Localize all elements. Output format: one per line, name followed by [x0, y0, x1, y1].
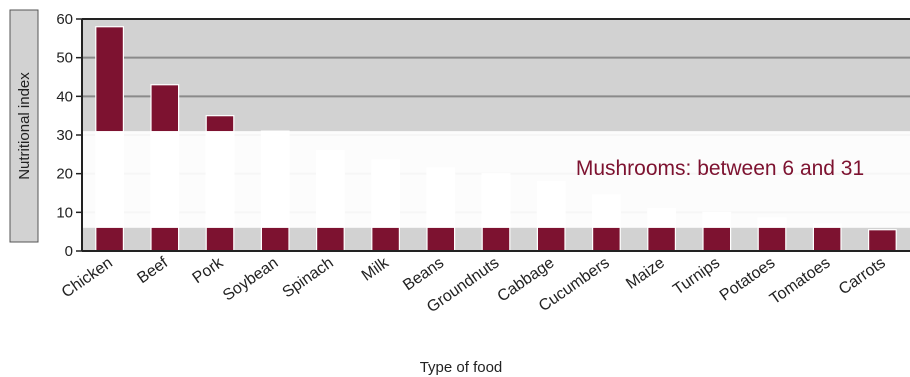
bar-in-band — [206, 131, 234, 228]
bar-in-band — [537, 181, 565, 228]
bar — [867, 229, 897, 252]
x-tick-label: Spinach — [280, 254, 337, 301]
x-tick-label: Beef — [134, 254, 171, 287]
bar-in-band — [261, 131, 289, 228]
y-tick-label: 10 — [56, 204, 73, 221]
y-tick-label: 30 — [56, 127, 73, 144]
x-axis-label: Type of food — [420, 359, 503, 376]
bar-in-band — [427, 167, 455, 228]
bar-in-band — [95, 131, 124, 228]
y-tick-label: 60 — [56, 11, 73, 28]
y-tick-label: 50 — [56, 50, 73, 67]
x-tick-label: Tomatoes — [767, 254, 834, 308]
bar-in-band — [647, 208, 676, 228]
x-tick-label: Chicken — [59, 254, 116, 301]
bar-in-band — [371, 160, 400, 228]
x-tick-label: Beans — [400, 254, 447, 294]
bar-in-band — [316, 150, 345, 228]
plot-area — [81, 18, 910, 252]
x-tick-label: Turnips — [670, 254, 723, 298]
y-tick-label: 20 — [56, 166, 73, 183]
y-axis-label-box — [9, 9, 39, 243]
x-tick-label: Maize — [623, 254, 668, 292]
bar-in-band — [758, 218, 786, 228]
bar-in-band — [592, 194, 621, 228]
bars-below-band — [95, 131, 841, 228]
x-tick-label: Milk — [359, 254, 393, 285]
mushroom-band-label: Mushrooms: between 6 and 31 — [576, 157, 864, 180]
bar-in-band — [813, 223, 841, 228]
x-tick-label: Carrots — [836, 254, 889, 298]
bar-in-band — [482, 173, 510, 228]
x-tick-label: Soybean — [220, 254, 281, 304]
x-tick-label: Pork — [190, 254, 228, 287]
bar — [812, 223, 842, 252]
y-tick-label: 40 — [56, 88, 73, 105]
y-axis-label: Nutritional index — [16, 72, 33, 180]
bar-in-band — [703, 212, 731, 228]
bar-in-band — [151, 131, 179, 228]
y-axis-ticks: 0 10 20 30 40 50 60 — [56, 11, 82, 260]
y-tick-label: 0 — [65, 243, 73, 260]
